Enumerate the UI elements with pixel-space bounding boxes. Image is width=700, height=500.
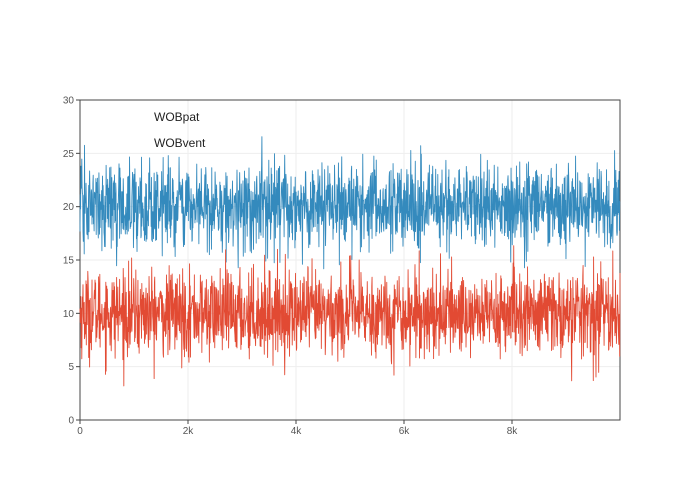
- y-tick-label: 15: [63, 256, 75, 267]
- y-tick-label: 5: [68, 362, 74, 373]
- y-tick-label: 20: [63, 202, 75, 213]
- x-tick-label: 0: [77, 426, 83, 437]
- x-tick-label: 2k: [183, 426, 195, 437]
- y-axis-ticks: 0 5 10 15 20 25 30: [63, 96, 80, 427]
- y-tick-label: 30: [63, 96, 75, 107]
- legend-item-wobpat: WOBpat: [154, 110, 200, 124]
- legend-item-wobvent: WOBvent: [154, 136, 206, 150]
- series-layer: [79, 136, 621, 387]
- x-tick-label: 4k: [291, 426, 303, 437]
- series-line-wobpat: [79, 245, 621, 387]
- y-tick-label: 25: [63, 149, 75, 160]
- x-tick-label: 8k: [507, 426, 519, 437]
- series-line-wobvent: [79, 136, 621, 270]
- y-tick-label: 10: [63, 309, 75, 320]
- legend: WOBpat WOBvent: [154, 110, 206, 150]
- x-axis-ticks: 0 2k 4k 6k 8k: [77, 420, 518, 437]
- y-tick-label: 0: [68, 416, 74, 427]
- x-tick-label: 6k: [399, 426, 411, 437]
